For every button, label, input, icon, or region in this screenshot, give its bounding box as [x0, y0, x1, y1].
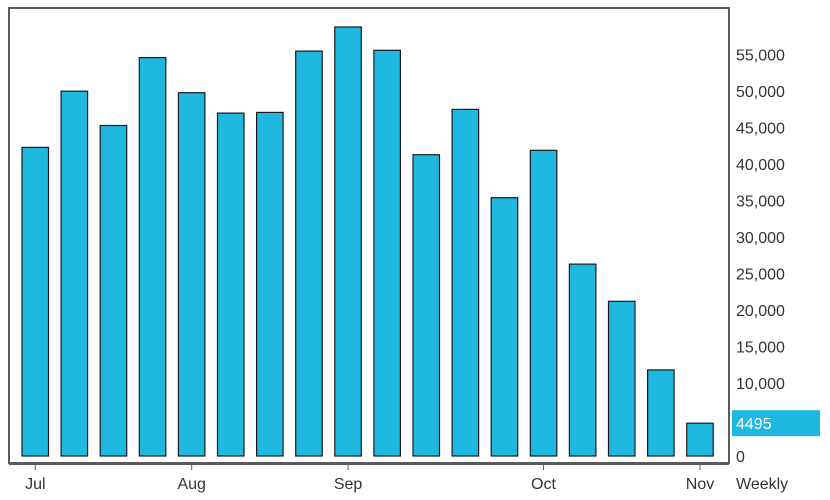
x-tick-label: Nov [686, 476, 714, 493]
bar-4 [138, 56, 167, 457]
y-tick-label: 25,000 [736, 267, 785, 284]
bar-1 [21, 146, 50, 457]
bar-7 [256, 111, 284, 457]
bar-5 [177, 92, 206, 457]
x-tick-label: Jul [25, 476, 45, 493]
bar-8 [295, 50, 323, 457]
bar-6 [216, 112, 245, 457]
frequency-label: Weekly [736, 476, 788, 493]
bar-15 [568, 263, 597, 457]
x-tick-label: Aug [177, 476, 205, 493]
y-tick-label: 0 [736, 449, 745, 466]
last-value-label: 4495 [736, 416, 772, 433]
y-axis-ticks: 0 10,000 15,000 20,000 25,000 30,000 35,000 40,… [736, 48, 785, 466]
y-tick-label: 35,000 [736, 194, 785, 211]
bar-3 [99, 124, 128, 457]
y-tick-label: 45,000 [736, 121, 785, 138]
y-tick-label: 20,000 [736, 303, 785, 320]
y-tick-label: 55,000 [736, 48, 785, 65]
bar-17 [646, 369, 675, 457]
x-tick-label: Sep [334, 476, 363, 493]
x-tick-label: Oct [531, 476, 556, 493]
y-tick-label: 40,000 [736, 157, 785, 174]
y-tick-label: 50,000 [736, 84, 785, 101]
bar-11 [412, 154, 441, 457]
last-value-badge [732, 410, 820, 437]
x-axis-ticks: Jul Aug Sep Oct Nov [25, 464, 714, 493]
bar-10 [373, 49, 401, 457]
bar-18 [686, 422, 714, 457]
bar-2 [60, 90, 89, 457]
bar-12 [451, 108, 480, 457]
y-tick-label: 15,000 [736, 340, 785, 357]
y-tick-label: 30,000 [736, 230, 785, 247]
bar-14 [529, 149, 558, 457]
bar-13 [490, 197, 519, 457]
bars-group [21, 26, 714, 457]
last-value-marker: 4495 [732, 410, 820, 437]
y-tick-label: 10,000 [736, 376, 785, 393]
bar-9 [334, 26, 362, 457]
bar-16 [607, 300, 636, 457]
